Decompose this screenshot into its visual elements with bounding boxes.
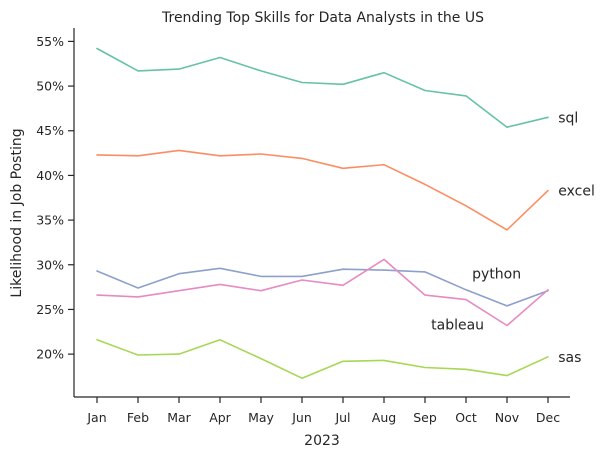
x-tick-label: Jun [291, 410, 312, 425]
series-line-sas [96, 338, 549, 380]
series-label-sql: sql [558, 110, 578, 126]
x-tick-label: Jul [334, 410, 350, 425]
x-tick-label: Nov [495, 410, 520, 425]
y-tick-label: 50% [36, 79, 64, 94]
y-tick-label: 30% [36, 257, 64, 272]
series-label-excel: excel [558, 184, 595, 200]
x-tick-label: May [248, 410, 274, 425]
x-tick-label: Feb [127, 410, 149, 425]
x-tick-label: Oct [455, 410, 477, 425]
x-axis-ticks: Jan Feb Mar Apr May Jun Jul Aug Sep Oct Nov Dec [86, 397, 560, 425]
y-tick-label: 35% [36, 213, 64, 228]
y-axis-label: Likelihood in Job Posting [9, 128, 25, 297]
x-tick-label: Jan [86, 410, 106, 425]
y-tick-label: 25% [36, 302, 64, 317]
series-label-tableau: tableau [431, 318, 484, 334]
x-tick-label: Mar [167, 410, 191, 425]
x-tick-label: Sep [413, 410, 437, 425]
y-tick-label: 55% [36, 34, 64, 49]
series-label-python: python [472, 267, 521, 283]
chart-title: Trending Top Skills for Data Analysts in… [161, 10, 484, 26]
x-tick-label: Dec [536, 410, 560, 425]
series-line-python [96, 267, 549, 307]
x-tick-label: Apr [209, 410, 231, 425]
plot-area [96, 47, 549, 380]
y-axis-ticks: 20% 25% 30% 35% 40% 45% 50% 55% [36, 34, 74, 362]
x-tick-label: Aug [372, 410, 396, 425]
series-line-excel [96, 149, 549, 231]
series-line-sql [96, 47, 549, 128]
series-line-tableau [96, 258, 549, 327]
y-tick-label: 40% [36, 168, 64, 183]
x-axis-label: 2023 [304, 433, 340, 449]
y-tick-label: 45% [36, 123, 64, 138]
series-labels: sql excel python tableau sas [431, 110, 595, 365]
y-tick-label: 20% [36, 347, 64, 362]
series-label-sas: sas [558, 350, 581, 366]
